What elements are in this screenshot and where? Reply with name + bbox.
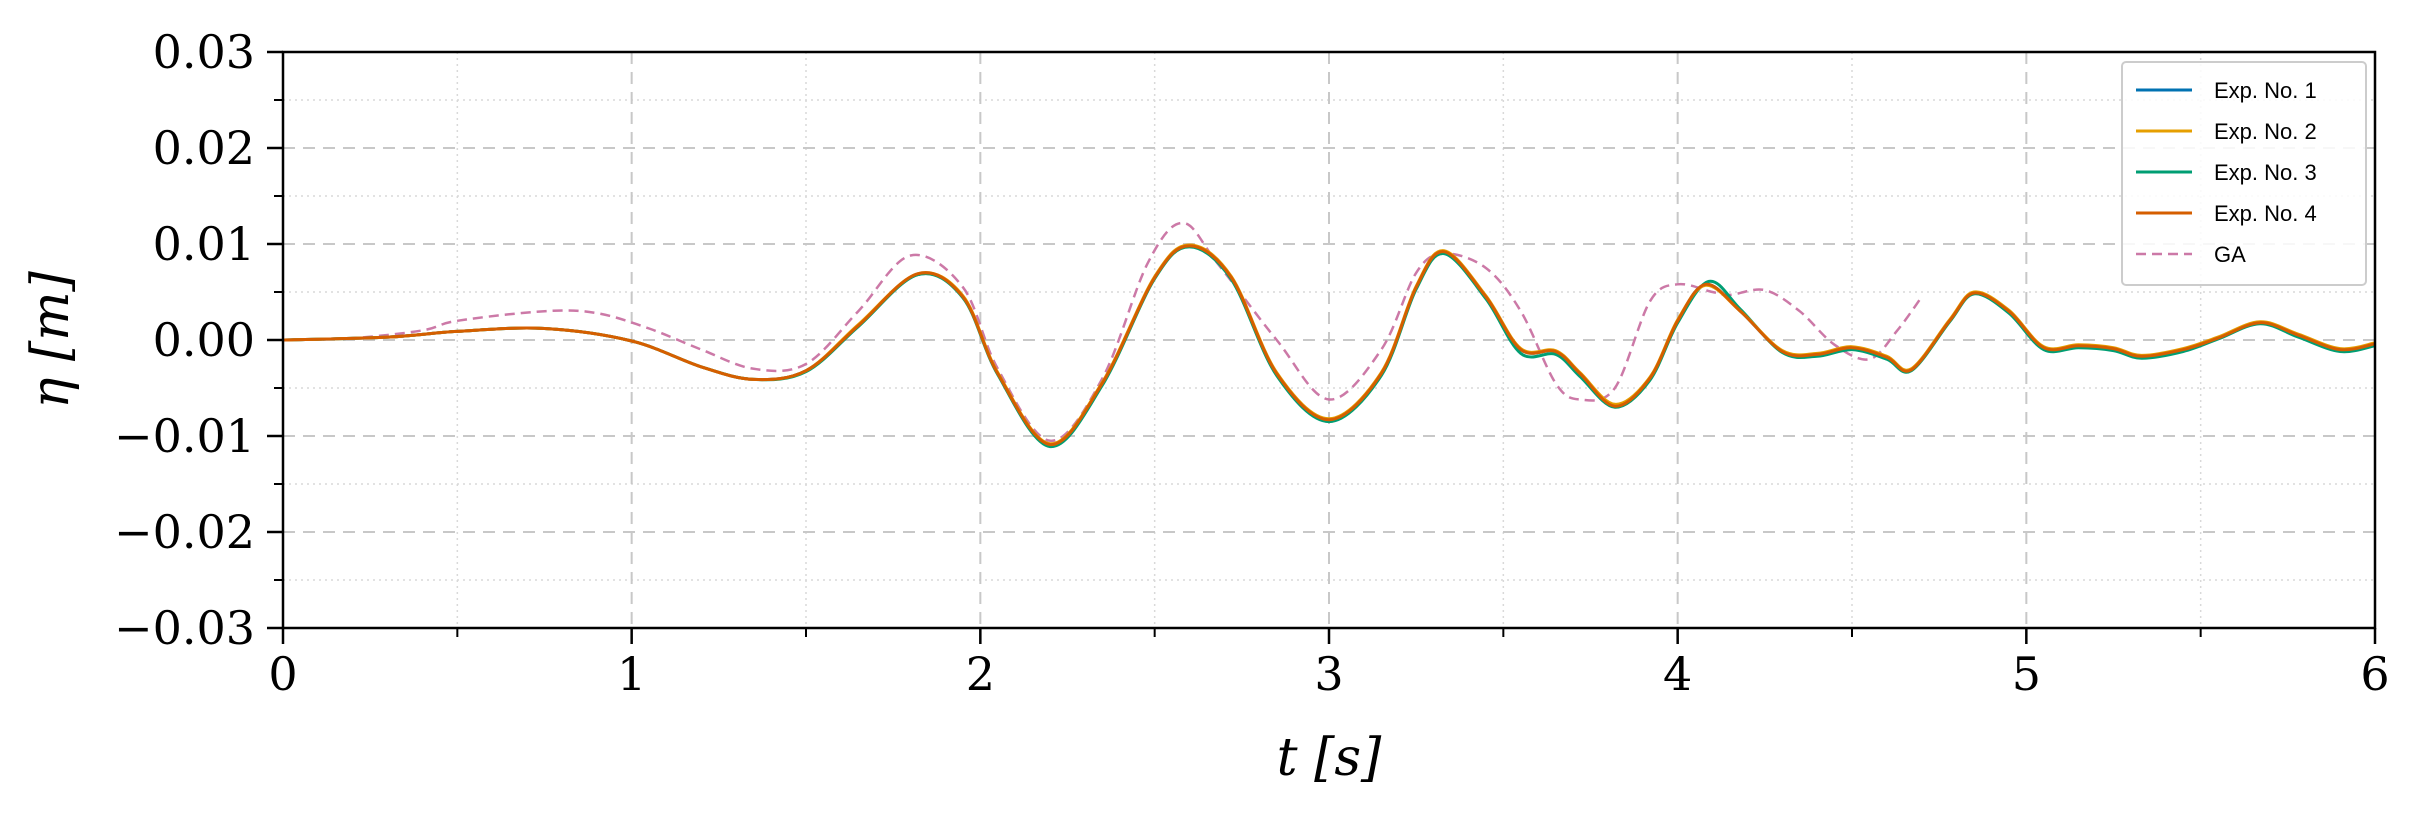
legend-label: Exp. No. 1: [2214, 78, 2317, 103]
series-line-ga: [282, 221, 1923, 443]
y-tick-label: −0.03: [114, 601, 255, 655]
series-layer: [282, 221, 2376, 449]
tick-labels: 0 1 2 3 4 5 6 −0.03 −0.02 −0.01 0.00 0.01 0.02 0.03: [114, 25, 2390, 701]
y-tick-label: 0.02: [153, 121, 255, 175]
y-axis-label: η [m]: [21, 271, 81, 409]
y-tick-label: 0.03: [153, 25, 255, 79]
y-tick-label: −0.02: [114, 505, 255, 559]
x-tick-label: 6: [2360, 647, 2389, 701]
legend-label: Exp. No. 3: [2214, 160, 2317, 185]
y-tick-label: 0.00: [153, 313, 255, 367]
legend-label: Exp. No. 4: [2214, 201, 2317, 226]
x-tick-label: 1: [617, 647, 646, 701]
x-tick-label: 5: [2012, 647, 2041, 701]
y-tick-label: 0.01: [153, 217, 255, 271]
x-tick-label: 0: [268, 647, 297, 701]
series-line-exp-no-4: [282, 244, 2376, 447]
x-tick-label: 2: [966, 647, 995, 701]
legend-label: GA: [2214, 242, 2246, 267]
x-tick-label: 4: [1663, 647, 1692, 701]
y-tick-label: −0.01: [114, 409, 255, 463]
x-tick-label: 3: [1314, 647, 1343, 701]
legend-box: [2121, 61, 2367, 286]
x-axis-label: t [s]: [1277, 728, 1382, 788]
legend: Exp. No. 1 Exp. No. 2 Exp. No. 3 Exp. No. 4…: [2121, 61, 2367, 286]
legend-label: Exp. No. 2: [2214, 119, 2317, 144]
axis-ticks: [267, 50, 2377, 644]
